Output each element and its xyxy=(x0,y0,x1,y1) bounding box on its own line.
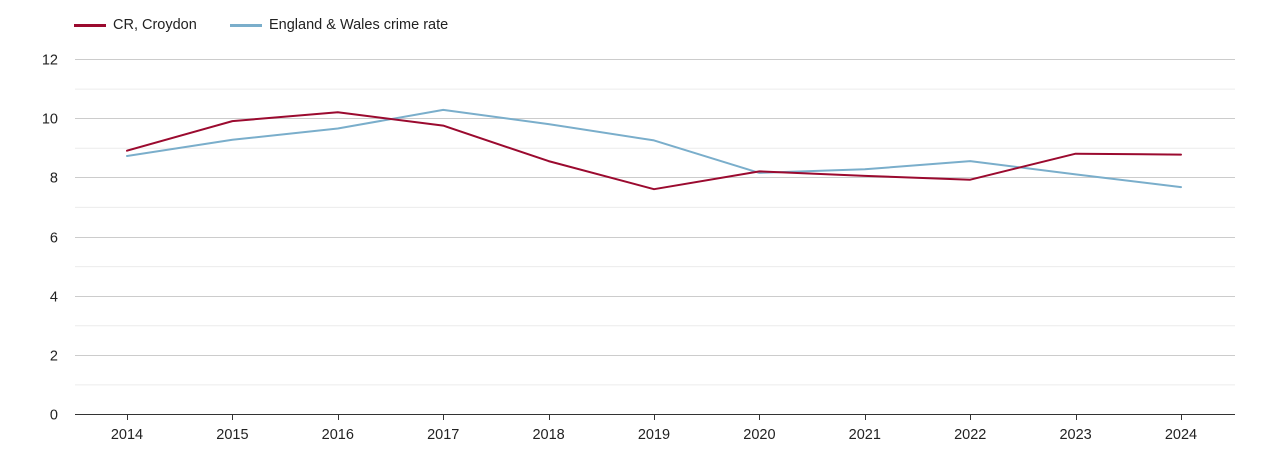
legend-swatch-croydon xyxy=(74,23,106,27)
data-point xyxy=(545,120,553,128)
x-tick-label: 2020 xyxy=(743,427,775,443)
x-tick-label: 2024 xyxy=(1165,427,1197,443)
data-point xyxy=(861,172,869,180)
x-tick-label: 2021 xyxy=(849,427,881,443)
legend-item-england-wales[interactable]: England & Wales crime rate xyxy=(230,15,448,35)
data-point xyxy=(334,125,342,133)
x-tick-label: 2022 xyxy=(954,427,986,443)
x-tick-label: 2016 xyxy=(322,427,354,443)
data-point xyxy=(755,167,763,175)
data-point xyxy=(966,176,974,184)
data-point xyxy=(1072,150,1080,158)
data-point xyxy=(966,157,974,165)
series-line-2 xyxy=(126,108,1182,189)
legend-item-croydon[interactable]: CR, Croydon xyxy=(74,15,197,35)
data-point xyxy=(650,136,658,144)
data-point xyxy=(439,106,447,114)
data-point xyxy=(334,108,342,116)
y-tick-label: 6 xyxy=(50,231,58,247)
data-point xyxy=(228,117,236,125)
data-point xyxy=(228,136,236,144)
y-axis: 0 2 4 6 8 10 12 xyxy=(42,53,58,424)
x-tick-label: 2017 xyxy=(427,427,459,443)
x-tick-label: 2015 xyxy=(216,427,248,443)
data-point xyxy=(545,157,553,165)
data-point xyxy=(1177,151,1185,159)
y-tick-label: 0 xyxy=(50,408,58,424)
series-lines xyxy=(123,106,1185,193)
data-point xyxy=(439,122,447,130)
y-tick-label: 12 xyxy=(42,53,58,69)
grid-lines xyxy=(75,59,1235,386)
x-tick-label: 2018 xyxy=(532,427,564,443)
x-tick-label: 2019 xyxy=(638,427,670,443)
x-tick-label: 2023 xyxy=(1059,427,1091,443)
x-axis: 2014 2015 2016 2017 2018 2019 2020 2021 2022 2023… xyxy=(75,414,1235,443)
y-tick-label: 10 xyxy=(42,112,58,128)
y-tick-label: 8 xyxy=(50,171,58,187)
data-point xyxy=(123,147,131,155)
series-line-1 xyxy=(126,111,1182,191)
legend-label-england-wales: England & Wales crime rate xyxy=(269,17,449,33)
x-tick-label: 2014 xyxy=(111,427,143,443)
data-point xyxy=(1072,170,1080,178)
data-point xyxy=(1177,183,1185,191)
legend-label-croydon: CR, Croydon xyxy=(113,17,197,33)
y-tick-label: 2 xyxy=(50,349,58,365)
legend-swatch-england-wales xyxy=(230,23,262,27)
y-tick-label: 4 xyxy=(50,290,58,306)
data-point xyxy=(650,185,658,193)
